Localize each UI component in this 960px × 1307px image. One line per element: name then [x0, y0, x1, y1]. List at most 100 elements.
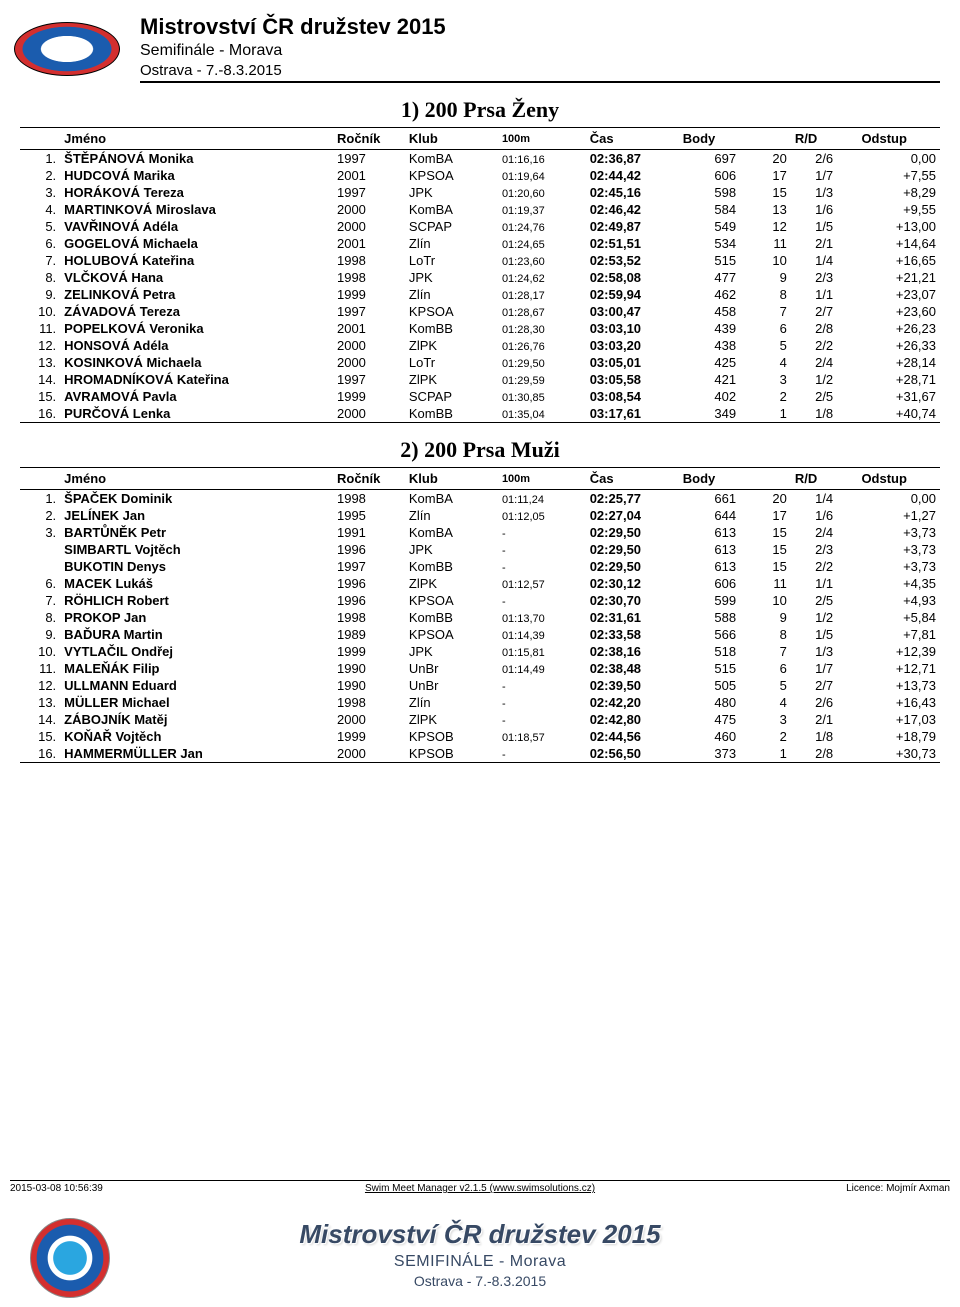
table-cell: ZÁVADOVÁ Tereza [60, 303, 333, 320]
table-cell: +14,64 [857, 235, 940, 252]
table-row: 3.BARTŮNĚK Petr1991KomBA-02:29,50613152/… [20, 524, 940, 541]
header-title: Mistrovství ČR družstev 2015 [140, 14, 940, 40]
table-cell: 01:16,16 [498, 150, 586, 168]
column-header: Klub [405, 468, 498, 490]
table-cell: 01:26,76 [498, 337, 586, 354]
table-row: 7.HOLUBOVÁ Kateřina1998LoTr01:23,6002:53… [20, 252, 940, 269]
table-cell: 11. [20, 660, 60, 677]
table-cell: PURČOVÁ Lenka [60, 405, 333, 423]
table-cell: 606 [679, 575, 740, 592]
table-cell: KomBA [405, 490, 498, 508]
table-cell: 462 [679, 286, 740, 303]
table-cell: Zlín [405, 286, 498, 303]
table-cell: 02:38,16 [586, 643, 679, 660]
table-cell: 1996 [333, 541, 405, 558]
table-cell: - [498, 592, 586, 609]
table-cell: 7. [20, 592, 60, 609]
table-cell: 2/6 [791, 694, 858, 711]
column-header: Ročník [333, 128, 405, 150]
table-row: 10.VYTLAČIL Ondřej1999JPK01:15,8102:38,1… [20, 643, 940, 660]
column-header: Čas [586, 468, 679, 490]
table-cell: 02:59,94 [586, 286, 679, 303]
table-cell: ŠPAČEK Dominik [60, 490, 333, 508]
column-header: R/D [791, 128, 858, 150]
table-cell: 1/4 [791, 490, 858, 508]
table-cell: - [498, 694, 586, 711]
table-cell: +7,55 [857, 167, 940, 184]
table-cell: JPK [405, 184, 498, 201]
table-cell: +28,71 [857, 371, 940, 388]
table-cell: 2001 [333, 320, 405, 337]
table-cell: 7 [740, 303, 791, 320]
table-cell: 13. [20, 354, 60, 371]
table-cell: +9,55 [857, 201, 940, 218]
table-cell: 13. [20, 694, 60, 711]
table-row: 4.MARTINKOVÁ Miroslava2000KomBA01:19,370… [20, 201, 940, 218]
table-cell: 17 [740, 167, 791, 184]
table-cell: ZlPK [405, 711, 498, 728]
table-cell: 10 [740, 592, 791, 609]
table-cell: +21,21 [857, 269, 940, 286]
table-cell: +26,33 [857, 337, 940, 354]
table-cell: +28,14 [857, 354, 940, 371]
table-cell: HONSOVÁ Adéla [60, 337, 333, 354]
table-cell: 566 [679, 626, 740, 643]
table-cell: 2/5 [791, 388, 858, 405]
column-header: Odstup [857, 468, 940, 490]
table-cell: +7,81 [857, 626, 940, 643]
table-cell: KomBB [405, 558, 498, 575]
event-title: 1) 200 Prsa Ženy [20, 97, 940, 123]
table-cell: 11. [20, 320, 60, 337]
table-cell: 1996 [333, 575, 405, 592]
table-cell: 15 [740, 541, 791, 558]
table-cell: SCPAP [405, 218, 498, 235]
table-cell: JPK [405, 541, 498, 558]
table-cell: 1990 [333, 677, 405, 694]
table-row: 16.HAMMERMÜLLER Jan2000KPSOB-02:56,50373… [20, 745, 940, 763]
table-row: 16.PURČOVÁ Lenka2000KomBB01:35,0403:17,6… [20, 405, 940, 423]
table-cell: 2000 [333, 201, 405, 218]
table-cell: 12. [20, 677, 60, 694]
table-cell: ZÁBOJNÍK Matěj [60, 711, 333, 728]
table-cell: KomBB [405, 320, 498, 337]
table-cell: 03:05,01 [586, 354, 679, 371]
table-cell: 9 [740, 609, 791, 626]
table-row: 10.ZÁVADOVÁ Tereza1997KPSOA01:28,6703:00… [20, 303, 940, 320]
table-cell: 1997 [333, 303, 405, 320]
table-cell: 1/2 [791, 371, 858, 388]
table-cell: 2/5 [791, 592, 858, 609]
table-cell: 02:58,08 [586, 269, 679, 286]
table-cell: 2000 [333, 711, 405, 728]
table-cell: 3 [740, 711, 791, 728]
table-cell: 1999 [333, 728, 405, 745]
page-footer: 2015-03-08 10:56:39 Swim Meet Manager v2… [10, 1180, 950, 1194]
column-header [20, 128, 60, 150]
table-cell: 613 [679, 541, 740, 558]
banner-logo [30, 1218, 110, 1298]
table-cell: 13 [740, 201, 791, 218]
column-header: 100m [498, 468, 586, 490]
table-cell: +13,73 [857, 677, 940, 694]
table-cell: 613 [679, 524, 740, 541]
table-cell: +3,73 [857, 558, 940, 575]
table-cell: 6. [20, 235, 60, 252]
table-row: 2.HUDCOVÁ Marika2001KPSOA01:19,6402:44,4… [20, 167, 940, 184]
table-cell: 01:35,04 [498, 405, 586, 423]
table-cell: 458 [679, 303, 740, 320]
table-cell: 697 [679, 150, 740, 168]
table-cell: KPSOB [405, 745, 498, 763]
table-cell: +23,60 [857, 303, 940, 320]
table-row: 3.HORÁKOVÁ Tereza1997JPK01:20,6002:45,16… [20, 184, 940, 201]
table-cell: LoTr [405, 354, 498, 371]
table-cell: 2/7 [791, 677, 858, 694]
table-cell: 373 [679, 745, 740, 763]
table-cell: 1997 [333, 150, 405, 168]
table-cell: 1/6 [791, 507, 858, 524]
table-cell: 2/8 [791, 320, 858, 337]
table-cell: 02:56,50 [586, 745, 679, 763]
table-cell: 1/4 [791, 252, 858, 269]
table-cell: ZlPK [405, 575, 498, 592]
table-cell: AVRAMOVÁ Pavla [60, 388, 333, 405]
table-cell: 1989 [333, 626, 405, 643]
column-header [740, 128, 791, 150]
